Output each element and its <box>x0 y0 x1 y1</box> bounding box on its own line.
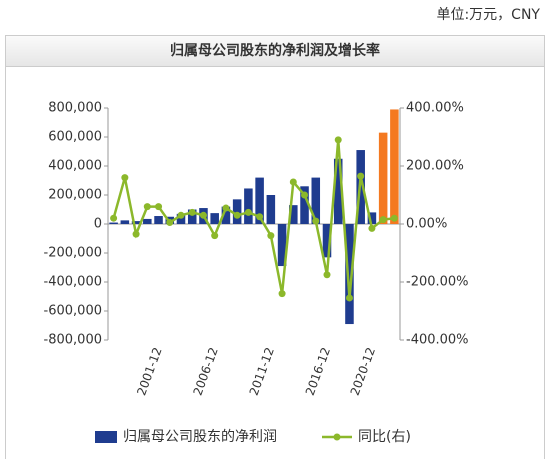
line-marker <box>278 290 286 298</box>
bar <box>311 177 321 224</box>
legend-swatch <box>333 433 341 441</box>
line-marker <box>132 230 140 238</box>
y2-tick-label: 0.00% <box>406 217 447 232</box>
line-marker <box>267 232 275 240</box>
line-marker <box>188 208 196 216</box>
bar <box>210 213 219 224</box>
y-tick-label: -200,000 <box>44 246 102 261</box>
line-marker <box>233 211 241 219</box>
bar <box>143 218 152 224</box>
line-marker <box>390 214 398 222</box>
bar <box>187 209 197 224</box>
bar <box>176 213 186 224</box>
bar <box>154 216 163 224</box>
y-tick-label: -400,000 <box>44 275 102 290</box>
y-tick-label: -800,000 <box>44 333 102 348</box>
bar <box>322 224 332 258</box>
panel <box>5 35 545 463</box>
bar <box>345 224 354 325</box>
bar <box>131 221 141 224</box>
line-marker <box>256 213 264 221</box>
bar <box>390 109 399 224</box>
y-tick-label: 200,000 <box>48 188 102 203</box>
legend-label: 归属母公司股东的净利润 <box>123 428 277 445</box>
bar <box>109 222 118 224</box>
bar <box>232 199 242 224</box>
line-marker <box>289 178 297 186</box>
y2-tick-label: 200.00% <box>406 159 464 174</box>
line-marker <box>177 211 185 219</box>
line-marker <box>244 208 252 216</box>
bar <box>378 132 388 224</box>
bar <box>244 188 253 224</box>
y-tick-label: 600,000 <box>48 130 102 145</box>
y2-tick-label: -200.00% <box>406 275 469 290</box>
line-marker <box>166 219 174 227</box>
y2-tick-label: 400.00% <box>406 101 464 116</box>
y-tick-label: -600,000 <box>44 304 102 319</box>
unit-note: 单位:万元，CNY <box>436 7 540 23</box>
line-marker <box>357 172 365 180</box>
bar <box>300 186 309 224</box>
bar <box>277 224 287 267</box>
line-marker <box>312 217 320 225</box>
line-marker <box>155 203 163 211</box>
line-marker <box>323 271 331 279</box>
bar <box>367 212 377 224</box>
legend-swatch <box>95 431 117 443</box>
line-marker <box>199 211 207 219</box>
line-marker <box>121 174 129 182</box>
y2-tick-label: -400.00% <box>406 333 469 348</box>
line-marker <box>368 224 376 232</box>
legend-label: 同比(右) <box>358 429 411 445</box>
bar <box>266 195 276 224</box>
panel-header <box>6 36 544 66</box>
line-marker <box>345 294 353 302</box>
y-tick-label: 0 <box>94 217 102 232</box>
bar <box>333 158 343 224</box>
bar <box>221 206 231 224</box>
bar <box>255 177 264 224</box>
y-tick-label: 800,000 <box>48 101 102 116</box>
line-marker <box>379 216 387 224</box>
line-marker <box>110 214 118 222</box>
y-tick-label: 400,000 <box>48 159 102 174</box>
line-marker <box>222 204 230 212</box>
line-marker <box>334 136 342 144</box>
chart-title: 归属母公司股东的净利润及增长率 <box>170 42 380 59</box>
line-marker <box>301 191 309 199</box>
line-marker <box>143 203 151 211</box>
line-marker <box>211 232 219 240</box>
bar <box>120 220 130 224</box>
bar <box>289 205 298 224</box>
